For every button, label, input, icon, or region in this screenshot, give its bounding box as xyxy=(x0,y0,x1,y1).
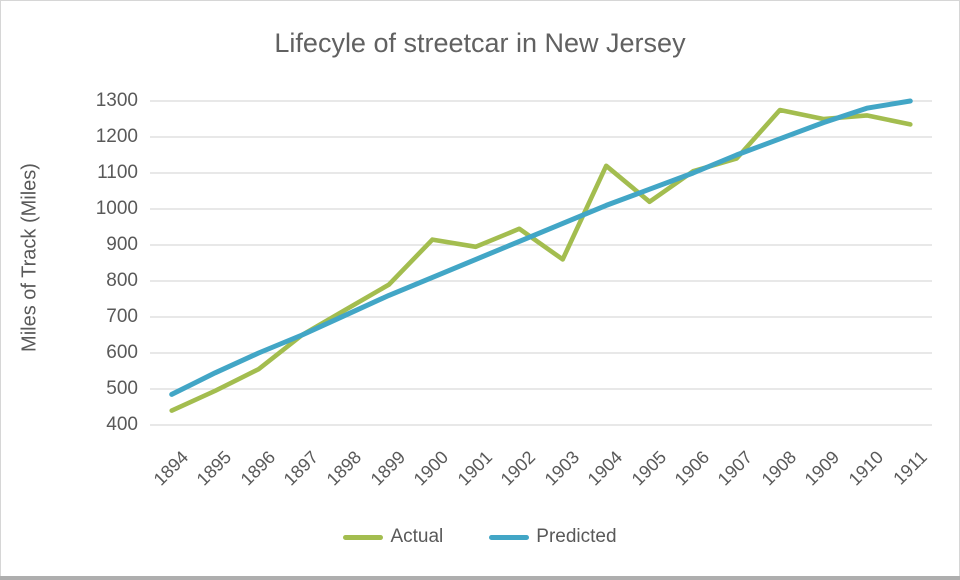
predicted-line-swatch xyxy=(489,534,530,540)
predicted-line xyxy=(169,98,913,397)
window-bottom-border xyxy=(0,576,960,580)
legend-label-predicted: Predicted xyxy=(536,526,617,547)
actual-line xyxy=(169,107,913,413)
legend-item-predicted: Predicted xyxy=(489,526,617,548)
actual-line-swatch xyxy=(343,534,384,540)
y-tick-label: 1000 xyxy=(95,198,138,219)
chart-legend: Actual Predicted xyxy=(0,526,960,548)
y-tick-label: 1200 xyxy=(95,126,138,147)
y-axis-title: Miles of Track (Miles) xyxy=(18,163,41,352)
y-tick-label: 400 xyxy=(106,414,138,435)
y-tick-label: 900 xyxy=(106,234,138,255)
y-tick-label: 700 xyxy=(106,306,138,327)
legend-item-actual: Actual xyxy=(343,526,443,548)
legend-label-actual: Actual xyxy=(390,526,444,547)
y-tick-label: 1100 xyxy=(97,162,138,183)
chart-title: Lifecyle of streetcar in New Jersey xyxy=(274,28,686,58)
y-tick-label: 1300 xyxy=(95,90,138,111)
y-tick-label: 500 xyxy=(106,378,138,399)
y-tick-label: 600 xyxy=(106,342,138,363)
y-tick-label: 800 xyxy=(106,270,138,291)
